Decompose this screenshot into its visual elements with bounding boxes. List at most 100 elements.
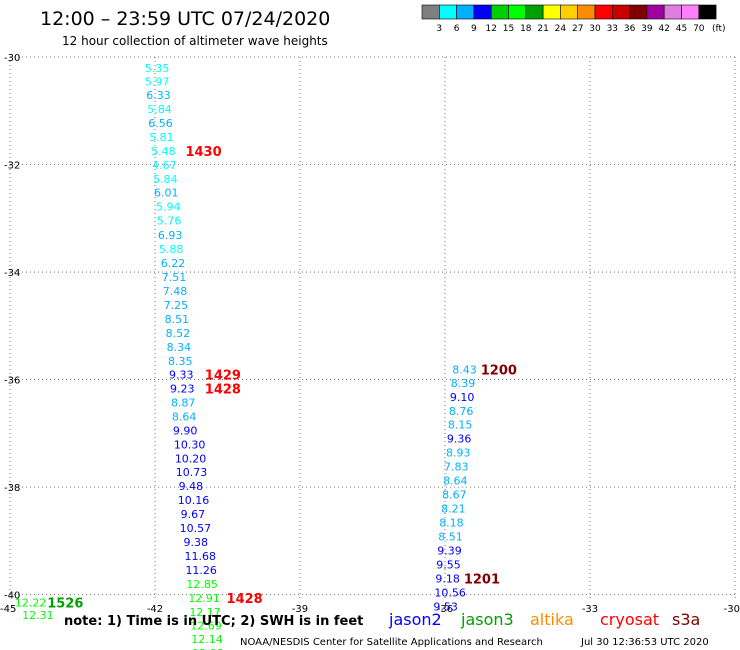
longitude-label: -42 (147, 604, 163, 615)
satellite-legend: jason2 jason3 altika cryosat s3a (388, 610, 700, 629)
legend-label: 15 (503, 24, 514, 34)
legend-swatch (508, 4, 527, 20)
satellite-legend-altika: altika (530, 610, 574, 629)
latitude-label: -38 (4, 483, 20, 494)
legend-label: 6 (454, 24, 460, 34)
legend-swatch (456, 4, 475, 20)
satellite-legend-jason2: jason2 (388, 610, 442, 629)
wave-height-value: 5.35 (145, 62, 170, 75)
map-subtitle: 12 hour collection of altimeter wave hei… (62, 34, 328, 48)
wave-height-value: 8.18 (439, 517, 464, 530)
wave-height-value: 11.68 (184, 550, 216, 563)
color-legend: 3 6 9 12 15 18 21 24 27 30 33 36 39 42 45 70 (421, 4, 717, 34)
legend-swatch (594, 4, 613, 20)
wave-height-observations: 5.355.976.335.846.565.815.484.675.846.01… (15, 62, 477, 650)
legend-label: 45 (676, 24, 687, 34)
wave-height-value: 8.15 (448, 419, 473, 432)
wave-height-value: 8.35 (168, 355, 193, 368)
wave-height-value: 9.48 (179, 480, 204, 493)
wave-height-value: 9.38 (184, 536, 209, 549)
legend-swatch (611, 4, 630, 20)
legend-swatch (698, 4, 717, 20)
footer-agency: NOAA/NESDIS Center for Satellite Applica… (240, 637, 543, 648)
latitude-label: -30 (4, 53, 20, 64)
pass-time-label: 1200 (481, 363, 517, 378)
longitude-label: -30 (724, 604, 740, 615)
wave-height-value: 5.84 (153, 173, 178, 186)
map-title: 12:00 – 23:59 UTC 07/24/2020 (40, 8, 330, 30)
wave-height-value: 10.73 (176, 466, 208, 479)
legend-label: 42 (658, 24, 669, 34)
wave-height-value: 5.76 (157, 214, 182, 227)
legend-swatch (490, 4, 509, 20)
wave-height-value: 7.83 (444, 461, 469, 474)
legend-swatch (681, 4, 700, 20)
wave-height-value: 8.51 (438, 531, 463, 544)
wave-height-value: 12.85 (186, 578, 218, 591)
wave-height-value: 9.39 (437, 545, 462, 558)
pass-time-label: 1428 (205, 383, 241, 398)
wave-height-value: 8.93 (446, 447, 471, 460)
wave-height-value: 4.67 (152, 159, 177, 172)
pass-time-labels: 14301429142814281427120012011526 (47, 145, 517, 612)
wave-height-value: 9.67 (181, 508, 206, 521)
wave-height-value: 7.48 (163, 285, 188, 298)
wave-height-value: 8.64 (443, 475, 468, 488)
wave-height-value: 5.81 (149, 131, 174, 144)
legend-label: 21 (537, 24, 548, 34)
latitude-label: -34 (4, 268, 20, 279)
wave-height-value: 6.01 (154, 186, 179, 199)
wave-height-value: 10.56 (434, 586, 466, 599)
legend-swatch (438, 4, 457, 20)
latitude-label: -32 (4, 161, 20, 172)
footer-timestamp: Jul 30 12:36:53 UTC 2020 (580, 637, 709, 648)
pass-time-label: 1430 (185, 145, 221, 160)
wave-height-value: 10.20 (175, 453, 207, 466)
latitude-labels: -30 -32 -34 -36 -38 -40 (4, 53, 20, 602)
wave-height-value: 5.97 (145, 76, 170, 89)
legend-label: 18 (520, 24, 532, 34)
legend-label: 24 (555, 24, 567, 34)
legend-swatch (629, 4, 648, 20)
legend-unit: (ft) (712, 24, 726, 34)
wave-height-value: 6.93 (158, 229, 183, 242)
legend-swatch (560, 4, 579, 20)
wave-height-value: 6.33 (146, 89, 171, 102)
wave-height-value: 8.52 (166, 327, 191, 340)
wave-height-value: 12.31 (22, 609, 54, 622)
satellite-legend-jason3: jason3 (460, 610, 514, 629)
legend-label: 12 (485, 24, 496, 34)
wave-height-value: 11.26 (185, 564, 217, 577)
wave-height-value: 9.53 (433, 600, 458, 613)
legend-label: 27 (572, 24, 583, 34)
wave-height-value: 8.76 (449, 405, 474, 418)
satellite-legend-s3a: s3a (672, 610, 700, 629)
legend-swatch (525, 4, 544, 20)
units-note: note: 1) Time is in UTC; 2) SWH is in fe… (64, 614, 363, 629)
pass-time-label: 1428 (227, 592, 263, 607)
wave-height-value: 5.94 (156, 200, 181, 213)
pass-time-label: 1526 (47, 597, 83, 612)
wave-height-value: 6.56 (148, 117, 173, 130)
wave-height-value: 8.21 (441, 503, 466, 516)
longitude-label: -45 (0, 604, 16, 615)
wave-height-value: 7.25 (164, 299, 189, 312)
wave-height-value: 8.51 (165, 313, 190, 326)
wave-height-value: 12.14 (191, 633, 223, 646)
wave-height-value: 5.88 (159, 243, 184, 256)
wave-height-value: 8.43 (452, 363, 477, 376)
longitude-label: -36 (437, 604, 453, 615)
legend-swatch (663, 4, 682, 20)
wave-height-value: 9.55 (436, 559, 461, 572)
satellite-legend-cryosat: cryosat (600, 610, 659, 629)
wave-height-value: 13.98 (192, 647, 224, 650)
latitude-label: -36 (4, 376, 20, 387)
wave-height-value: 6.22 (161, 257, 186, 270)
legend-label: 70 (693, 24, 705, 34)
wave-height-value: 8.34 (167, 341, 192, 354)
wave-height-value: 12.91 (188, 592, 220, 605)
wave-height-value: 8.64 (172, 411, 197, 424)
longitude-label: -33 (582, 604, 598, 615)
